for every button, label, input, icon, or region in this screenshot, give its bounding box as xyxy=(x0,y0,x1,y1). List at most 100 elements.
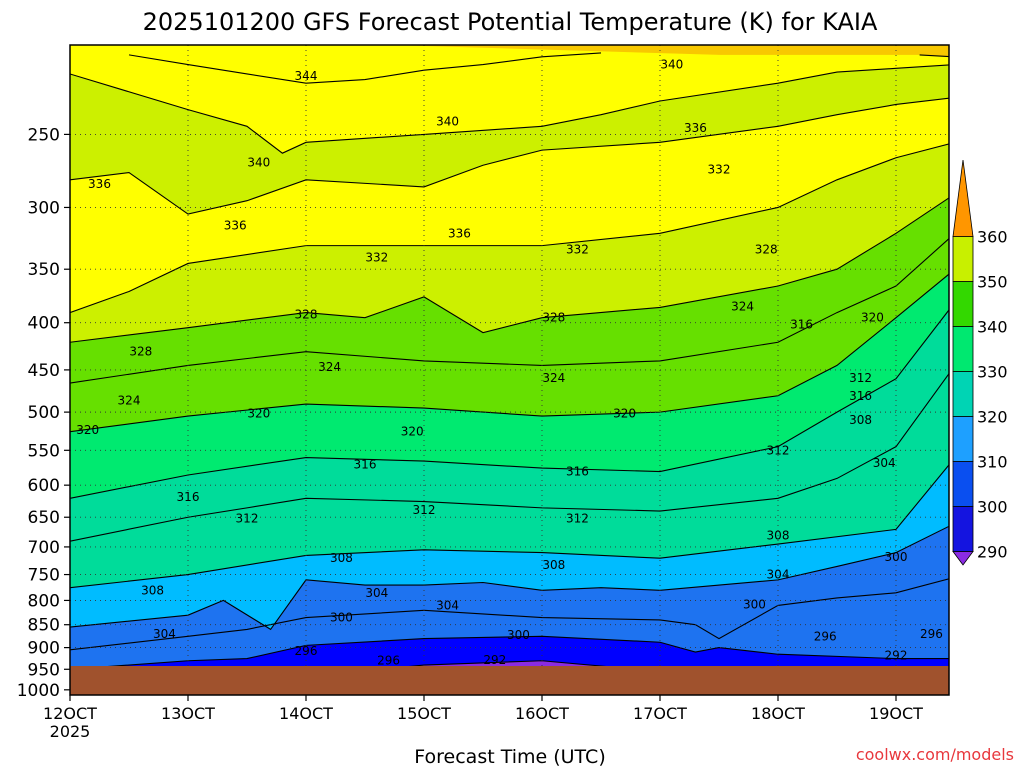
y-tick-label: 800 xyxy=(28,591,60,611)
contour-label: 324 xyxy=(542,371,565,385)
contour-label: 292 xyxy=(483,653,506,667)
contour-label: 300 xyxy=(743,597,766,611)
x-tick-label: 13OCT xyxy=(161,704,215,723)
y-tick-label: 850 xyxy=(28,616,60,636)
chart-title: 2025101200 GFS Forecast Potential Temper… xyxy=(143,8,878,36)
contour-line-344 xyxy=(128,52,602,84)
contour-line-324 xyxy=(70,237,949,384)
grid-lines xyxy=(70,45,949,695)
y-tick-label: 950 xyxy=(28,660,60,680)
colorbar-high-arrow xyxy=(952,159,974,237)
colorbar: 290 300 310 320 330 340 350 360 xyxy=(952,159,1008,566)
y-tick-label: 450 xyxy=(28,361,60,381)
credit-text: coolwx.com/models xyxy=(856,745,1014,764)
plot-area: 344 340 340 340 336 336 336 336 332 332 332 328 328 3… xyxy=(70,45,949,695)
contour-label: 304 xyxy=(365,586,388,600)
y-tick-label: 400 xyxy=(28,314,60,334)
contour-line-348 xyxy=(919,54,949,58)
x-axis-title: Forecast Time (UTC) xyxy=(414,746,605,768)
colorbar-tick-label: 300 xyxy=(977,498,1008,517)
contour-label: 308 xyxy=(849,413,872,427)
contour-label: 340 xyxy=(660,58,683,72)
contour-label: 304 xyxy=(767,568,790,582)
contour-label: 308 xyxy=(542,558,565,572)
y-tick-label: 700 xyxy=(28,538,60,558)
x-tick-label: 12OCT xyxy=(43,704,97,723)
contour-label: 304 xyxy=(873,456,896,470)
contour-label: 296 xyxy=(920,627,943,641)
y-axis: 250 300 350 400 450 500 550 600 650 700 750 800 850 9… xyxy=(17,125,70,701)
y-tick-label: 350 xyxy=(28,260,60,280)
x-tick-label: 18OCT xyxy=(751,704,805,723)
y-tick-label: 750 xyxy=(28,566,60,586)
colorbar-segment xyxy=(952,506,974,552)
colorbar-segment xyxy=(952,416,974,462)
y-tick-label: 600 xyxy=(28,476,60,496)
contour-label: 332 xyxy=(365,251,388,265)
band-fill-348 xyxy=(391,45,949,57)
contour-label: 296 xyxy=(377,654,400,668)
x-axis-year-label: 2025 xyxy=(50,722,91,741)
colorbar-tick-label: 340 xyxy=(977,318,1008,337)
contour-label: 292 xyxy=(885,649,908,663)
y-tick-label: 1000 xyxy=(17,681,60,701)
contour-label: 300 xyxy=(330,611,353,625)
x-axis: 12OCT 13OCT 14OCT 15OCT 16OCT 17OCT 18OCT 19OCT xyxy=(43,695,923,723)
contour-line-316 xyxy=(70,309,949,499)
colorbar-tick-label: 310 xyxy=(977,453,1008,472)
contour-label: 344 xyxy=(295,69,318,83)
contour-label: 320 xyxy=(613,407,636,421)
contour-label: 312 xyxy=(767,443,790,457)
contour-label: 300 xyxy=(885,550,908,564)
colorbar-segment xyxy=(952,281,974,327)
contour-label: 320 xyxy=(861,311,884,325)
contour-line-308 xyxy=(70,463,949,589)
contour-label: 316 xyxy=(790,318,813,332)
y-tick-label: 550 xyxy=(28,441,60,461)
colorbar-tick-label: 350 xyxy=(977,273,1008,292)
colorbar-segment xyxy=(952,326,974,372)
ground-area xyxy=(70,666,949,695)
contour-label: 316 xyxy=(354,458,377,472)
contour-line-328 xyxy=(70,197,949,343)
contour-label: 336 xyxy=(88,177,111,191)
contour-label: 304 xyxy=(153,627,176,641)
x-tick-label: 17OCT xyxy=(633,704,687,723)
contour-label: 312 xyxy=(413,503,436,517)
contour-label: 308 xyxy=(141,583,164,597)
colorbar-segment xyxy=(952,461,974,507)
x-tick-label: 15OCT xyxy=(397,704,451,723)
colorbar-tick-label: 330 xyxy=(977,363,1008,382)
contour-label: 316 xyxy=(177,490,200,504)
contour-label: 312 xyxy=(849,371,872,385)
contour-label: 312 xyxy=(236,511,259,525)
x-tick-label: 14OCT xyxy=(279,704,333,723)
x-tick-label: 16OCT xyxy=(515,704,569,723)
contour-label: 336 xyxy=(224,219,247,233)
contour-label: 324 xyxy=(318,360,341,374)
contour-line-320 xyxy=(70,273,949,433)
contour-label: 296 xyxy=(295,644,318,658)
contour-label: 312 xyxy=(566,511,589,525)
contour-label: 324 xyxy=(731,299,754,313)
colorbar-segment xyxy=(952,371,974,417)
y-tick-label: 500 xyxy=(28,403,60,423)
colorbar-tick-label: 290 xyxy=(977,543,1008,562)
contour-label: 340 xyxy=(247,155,270,169)
contour-label: 340 xyxy=(436,114,459,128)
y-tick-label: 650 xyxy=(28,508,60,528)
contour-label: 300 xyxy=(507,628,530,642)
contour-label: 304 xyxy=(436,598,459,612)
contour-label: 324 xyxy=(118,394,141,408)
contour-label: 308 xyxy=(330,551,353,565)
contour-label: 316 xyxy=(566,465,589,479)
colorbar-low-arrow xyxy=(952,551,974,566)
contour-label: 328 xyxy=(129,345,152,359)
contour-label: 332 xyxy=(708,163,731,177)
contour-line-296 xyxy=(70,635,949,670)
band-fill-344 xyxy=(70,45,949,84)
contour-label: 336 xyxy=(448,226,471,240)
filled-bands xyxy=(70,45,949,695)
